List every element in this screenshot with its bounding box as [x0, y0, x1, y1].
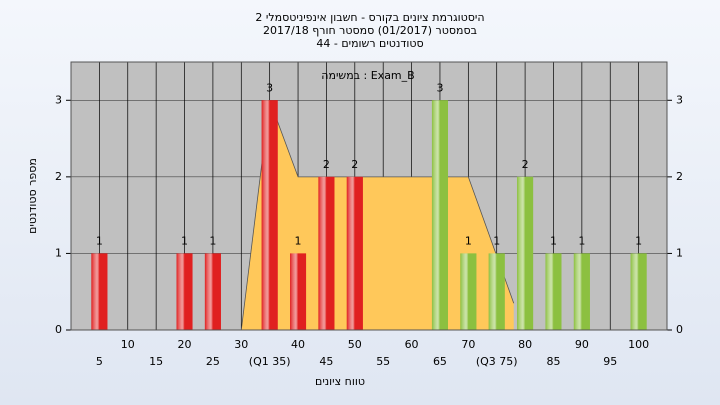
data-label: 1 — [181, 234, 188, 247]
x-tick-label: 85 — [546, 355, 560, 368]
data-label: 2 — [351, 158, 358, 171]
y-tick-label: 2 — [676, 170, 683, 183]
bar — [261, 100, 278, 331]
x-tick-label: 90 — [575, 338, 589, 351]
data-label: 1 — [465, 234, 472, 247]
y-tick-label: 1 — [676, 246, 683, 259]
data-label: 1 — [550, 234, 557, 247]
bar — [318, 176, 335, 330]
data-label: 1 — [209, 234, 216, 247]
data-label: 1 — [635, 234, 642, 247]
bar — [573, 253, 590, 330]
quartile-line — [240, 100, 515, 331]
bar — [176, 253, 193, 330]
y-tick-label: 1 — [55, 246, 62, 259]
y-tick-label: 0 — [55, 323, 62, 336]
x-tick-label: 25 — [206, 355, 220, 368]
bar — [517, 176, 534, 330]
x-tick-label: 40 — [291, 338, 305, 351]
bar — [91, 253, 108, 330]
bar — [630, 253, 647, 330]
bar — [431, 100, 448, 331]
x-tick-label: 5 — [96, 355, 103, 368]
bar — [460, 253, 477, 330]
bar — [290, 253, 307, 330]
data-label: 1 — [96, 234, 103, 247]
x-tick-label: 70 — [461, 338, 475, 351]
chart-subtitle: בסמסטר (01/2017) סמסטר חורף 2017/18 — [263, 24, 477, 37]
y-tick-label: 3 — [676, 93, 683, 106]
data-label: 2 — [323, 158, 330, 171]
x-tick-label: 20 — [178, 338, 192, 351]
x-tick-label: 55 — [376, 355, 390, 368]
bar — [488, 253, 505, 330]
x-tick-label: 60 — [405, 338, 419, 351]
bar — [346, 176, 363, 330]
annotation: במשימה : Exam_B — [321, 69, 414, 82]
data-label: 1 — [578, 234, 585, 247]
x-tick-label: 15 — [149, 355, 163, 368]
data-label: 2 — [522, 158, 529, 171]
data-label: 1 — [295, 234, 302, 247]
x-axis-label: טווח ציונים — [315, 375, 365, 388]
x-tick-label: 45 — [319, 355, 333, 368]
y-tick-label: 0 — [676, 323, 683, 336]
x-tick-label: 100 — [628, 338, 649, 351]
data-label: 3 — [436, 81, 443, 94]
y-tick-label: 2 — [55, 170, 62, 183]
chart-title: היסטוגרמת ציונים בקורס - חשבון אינפיניטס… — [255, 11, 484, 24]
data-label: 1 — [493, 234, 500, 247]
x-tick-label: 95 — [603, 355, 617, 368]
bar — [204, 253, 221, 330]
x-tick-label: 80 — [518, 338, 532, 351]
x-tick-label: 10 — [121, 338, 135, 351]
y-axis-label: מספר סטודנטים — [26, 158, 39, 234]
y-tick-label: 3 — [55, 93, 62, 106]
x-tick-label: (Q1 35) — [249, 355, 291, 368]
x-tick-label: 65 — [433, 355, 447, 368]
bar — [545, 253, 562, 330]
plot-border — [70, 61, 668, 331]
x-tick-label: 50 — [348, 338, 362, 351]
data-label: 3 — [266, 81, 273, 94]
x-tick-label: (Q3 75) — [476, 355, 518, 368]
x-tick-label: 30 — [234, 338, 248, 351]
chart-subtitle: סטודנטים רשומים - 44 — [316, 37, 423, 50]
